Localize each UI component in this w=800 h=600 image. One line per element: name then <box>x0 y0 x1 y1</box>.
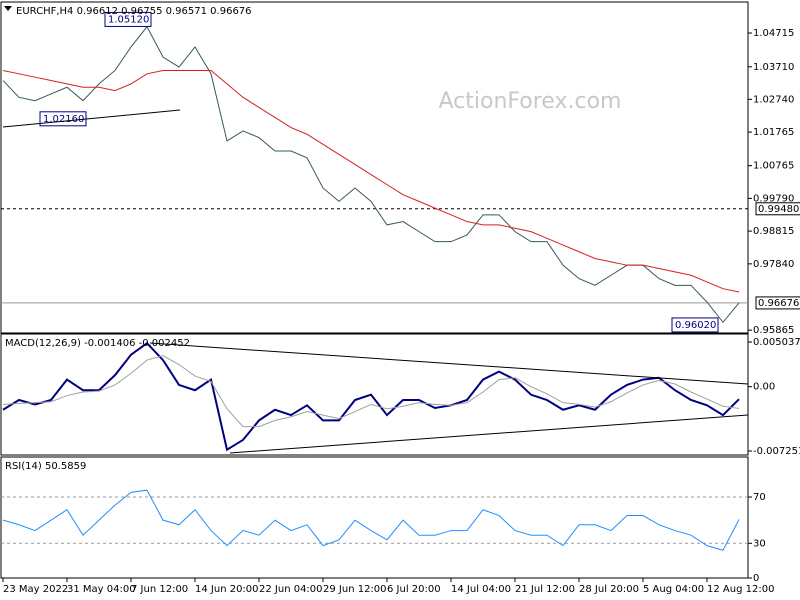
x-tick-label: 5 Aug 04:00 <box>643 584 704 595</box>
panel-title: EURCHF,H4 0.96612 0.96755 0.96571 0.9667… <box>16 6 252 17</box>
y-tick-label: 0.98815 <box>753 226 794 237</box>
level-label: 0.99480 <box>758 204 799 215</box>
series-line <box>2 341 740 452</box>
panel-title: MACD(12,26,9) -0.001406 -0.002452 <box>5 338 190 349</box>
y-tick-label: 0.95865 <box>753 325 794 336</box>
panel-frame <box>0 1 749 334</box>
y-tick-label: 1.02740 <box>753 94 794 105</box>
x-tick-label: 29 Jun 12:00 <box>323 584 387 595</box>
y-tick-label: 0.97840 <box>753 259 794 270</box>
x-tick-label: 14 Jun 20:00 <box>195 584 259 595</box>
annotation: 0.96020 <box>675 320 716 331</box>
trend-line <box>229 414 749 454</box>
annotation-box <box>671 317 719 333</box>
level-label-box <box>755 202 800 216</box>
x-tick-label: 12 Aug 12:00 <box>707 584 774 595</box>
y-tick-label: 1.03710 <box>753 62 794 73</box>
x-tick-label: 14 Jul 04:00 <box>451 584 511 595</box>
y-tick-label: 0.005037 <box>753 337 800 348</box>
panel-frame <box>0 456 749 579</box>
series-line <box>2 355 740 428</box>
y-tick-label: 1.04715 <box>753 28 794 39</box>
y-tick-label: 0.99790 <box>753 193 794 204</box>
annotation: 1.02160 <box>43 114 84 125</box>
y-tick-label: 0 <box>753 573 759 584</box>
x-tick-label: 28 Jul 20:00 <box>579 584 639 595</box>
menu-arrow <box>4 6 12 11</box>
annotation-box <box>104 11 152 27</box>
y-tick-label: 1.01765 <box>753 127 794 138</box>
level-label: 0.96676 <box>758 298 799 309</box>
x-tick-label: 31 May 04:00 <box>67 584 136 595</box>
annotation: 1.05120 <box>108 14 149 25</box>
trend-line <box>149 342 749 385</box>
series-line <box>2 489 740 551</box>
series-line <box>2 25 740 324</box>
x-tick-label: 7 Jun 12:00 <box>131 584 188 595</box>
panel-frame <box>0 333 749 456</box>
y-tick-label: -0.007251 <box>753 446 800 457</box>
level-label-box <box>755 296 800 310</box>
y-tick-label: 30 <box>753 538 766 549</box>
y-tick-label: 0.00 <box>753 382 775 393</box>
x-tick-label: 22 Jun 04:00 <box>259 584 323 595</box>
series-line <box>2 69 740 293</box>
panel-title: RSI(14) 50.5859 <box>5 461 86 472</box>
y-tick-label: 1.00765 <box>753 161 794 172</box>
trend-line <box>2 109 181 128</box>
watermark: ActionForex.com <box>439 89 622 114</box>
x-tick-label: 23 May 2022 <box>3 584 68 595</box>
x-tick-label: 6 Jul 20:00 <box>387 584 441 595</box>
y-tick-label: 70 <box>753 492 766 503</box>
x-tick-label: 21 Jul 12:00 <box>515 584 575 595</box>
